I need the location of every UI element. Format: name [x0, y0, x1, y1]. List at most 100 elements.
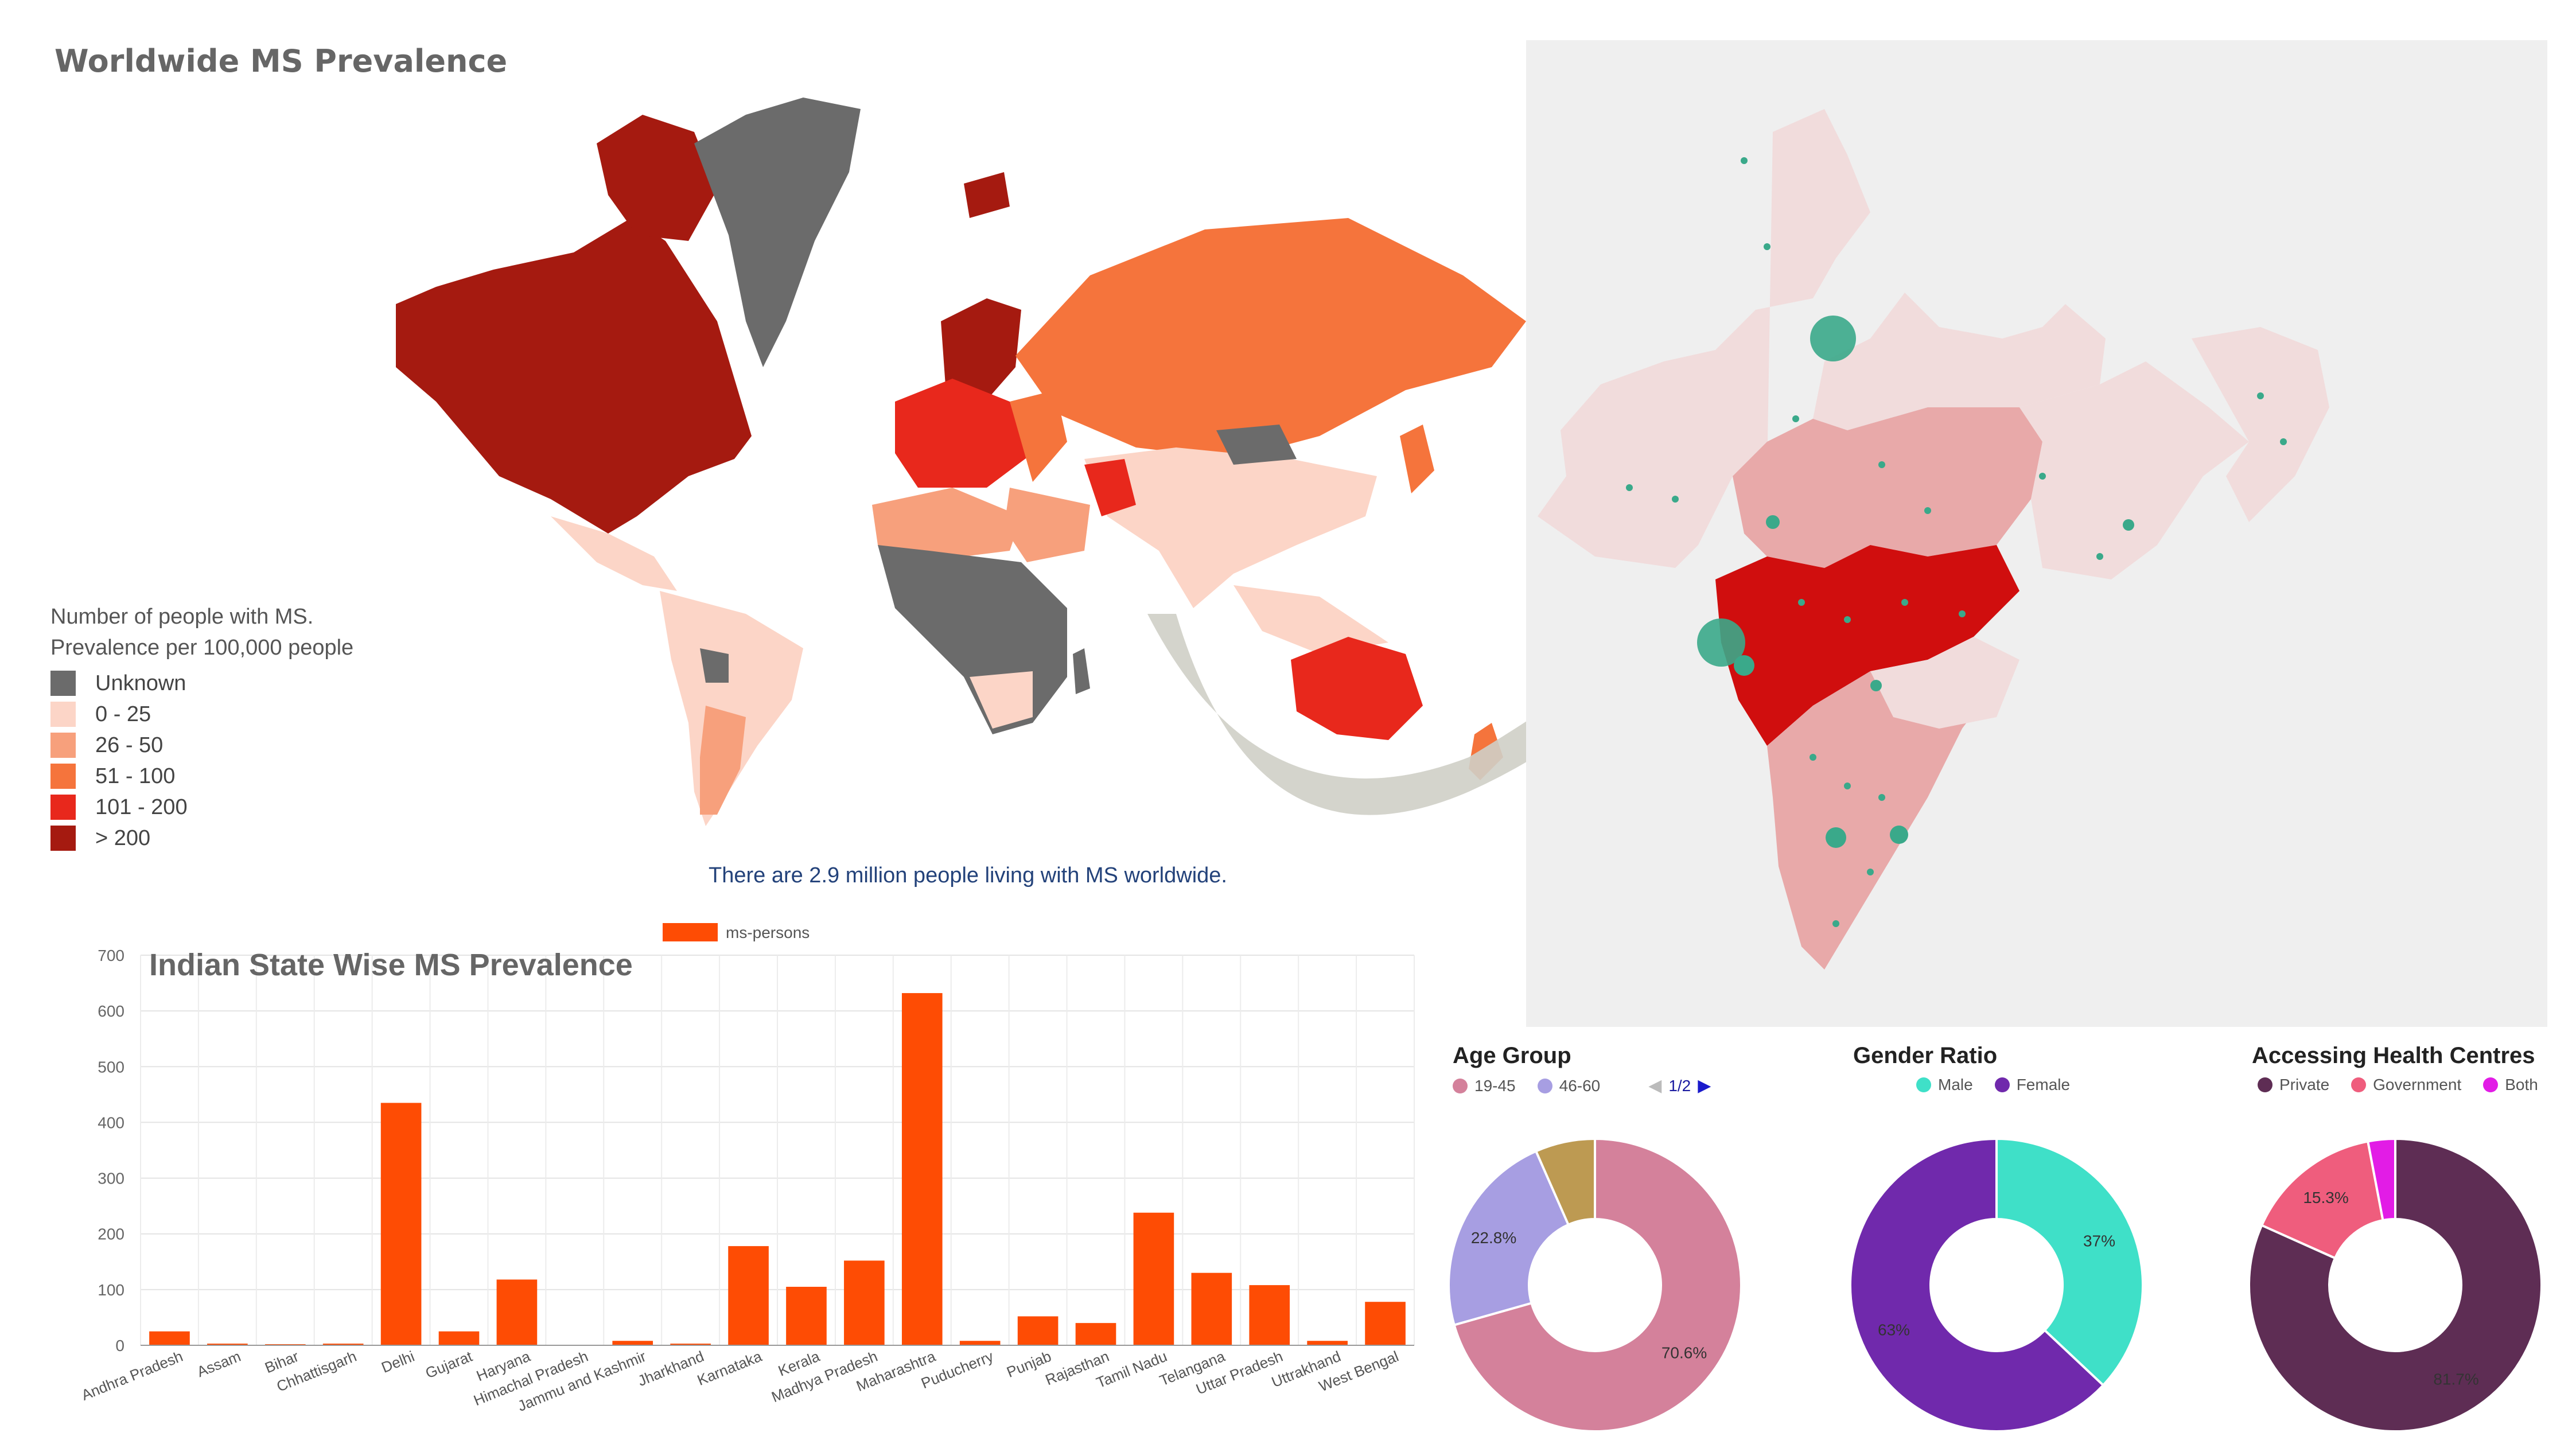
- bar: [844, 1260, 885, 1345]
- legend-label: 101 - 200: [95, 795, 188, 819]
- bar: [207, 1344, 248, 1345]
- marker-small: [1626, 484, 1633, 491]
- legend-dot: [1994, 1077, 2010, 1092]
- india-telangana: [1870, 637, 2019, 729]
- legend-dot: [1537, 1078, 1552, 1093]
- bar: [612, 1341, 653, 1345]
- marker-bengaluru: [1826, 827, 1846, 848]
- pie-slice: [2260, 1140, 2384, 1260]
- legend-title-line2: Prevalence per 100,000 people: [50, 636, 354, 660]
- marker-small: [1810, 754, 1816, 761]
- pie-value-label: 70.6%: [1661, 1344, 1707, 1362]
- legend-dot: [2258, 1077, 2273, 1092]
- marker-small: [1844, 783, 1851, 789]
- marker-mumbai: [1697, 618, 1745, 667]
- legend-item: 26 - 50: [50, 730, 353, 761]
- map-madagascar: [1073, 648, 1090, 694]
- marker-small: [1870, 680, 1882, 691]
- marker-small: [1878, 794, 1885, 801]
- marker-small: [1844, 616, 1851, 623]
- marker-pune: [1734, 655, 1754, 676]
- map-canada-islands: [597, 115, 717, 241]
- age-group-donut: 70.6% 22.8%: [1447, 1137, 1742, 1433]
- bar: [1249, 1285, 1290, 1345]
- map-south-america-unknown: [700, 648, 729, 683]
- bar: [670, 1344, 711, 1345]
- marker-small: [1867, 869, 1874, 875]
- map-russia: [1015, 218, 1526, 459]
- y-tick-label: 0: [115, 1337, 124, 1354]
- legend-label: ms-persons: [726, 924, 810, 941]
- pie-value-label: 22.8%: [1471, 1229, 1516, 1247]
- legend-label[interactable]: Private: [2279, 1076, 2330, 1093]
- marker-small: [1832, 920, 1839, 927]
- legend-item: 0 - 25: [50, 699, 353, 730]
- india-central: [1733, 407, 2042, 568]
- map-south-america: [660, 591, 803, 826]
- map-australia: [1291, 637, 1423, 740]
- marker-small: [2039, 473, 2046, 480]
- pager-next-icon[interactable]: ▶: [1698, 1076, 1711, 1095]
- legend-dot: [2351, 1077, 2367, 1092]
- world-map-legend: Number of people with MS. Prevalence per…: [50, 601, 353, 854]
- map-japan: [1400, 425, 1434, 493]
- marker-small: [2280, 438, 2287, 445]
- y-tick-label: 600: [98, 1002, 124, 1020]
- marker-small: [1924, 507, 1931, 514]
- legend-label[interactable]: Government: [2373, 1076, 2462, 1093]
- map-europe-west: [895, 379, 1033, 488]
- legend-label[interactable]: 46-60: [1559, 1076, 1601, 1095]
- legend-label[interactable]: Female: [2016, 1076, 2071, 1093]
- map-argentina: [700, 706, 746, 815]
- pie-slice: [1453, 1137, 1742, 1433]
- bar-chart-title: Indian State Wise MS Prevalence: [149, 948, 633, 982]
- bar: [496, 1279, 538, 1345]
- legend-swatch: [50, 764, 76, 789]
- pie-value-label: 15.3%: [2303, 1189, 2348, 1206]
- map-greenland: [694, 98, 861, 367]
- legend-label[interactable]: Both: [2505, 1076, 2538, 1093]
- pager-prev-icon[interactable]: ◀: [1648, 1076, 1662, 1095]
- legend-title-line1: Number of people with MS.: [50, 605, 314, 629]
- y-tick-label: 300: [98, 1170, 124, 1188]
- bar: [1191, 1272, 1232, 1345]
- pie-value-label: 63%: [1878, 1321, 1910, 1338]
- marker-small: [1792, 415, 1799, 422]
- map-asia-south: [1084, 447, 1377, 608]
- y-tick-label: 700: [98, 947, 124, 964]
- world-map-title: Worldwide MS Prevalence: [55, 43, 508, 79]
- legend-item: Unknown: [50, 668, 353, 699]
- pie-slice: [1849, 1137, 2105, 1433]
- legend-label[interactable]: 19-45: [1474, 1076, 1516, 1095]
- legend-dot: [2483, 1077, 2499, 1092]
- y-tick-label: 100: [98, 1281, 124, 1299]
- marker-small: [1878, 461, 1885, 468]
- marker-small: [1741, 157, 1748, 164]
- legend-swatch: [50, 702, 76, 727]
- bar: [1017, 1316, 1059, 1345]
- pie-slice: [2248, 1137, 2543, 1433]
- bar: [901, 993, 943, 1345]
- legend-label: > 200: [95, 826, 151, 850]
- health-centres-title: Accessing Health Centres: [2252, 1043, 2535, 1068]
- pie-value-label: 37%: [2083, 1232, 2115, 1250]
- map-middle-east: [1004, 488, 1090, 562]
- legend-label: 51 - 100: [95, 764, 176, 788]
- y-tick-label: 200: [98, 1225, 124, 1243]
- legend-label[interactable]: Male: [1938, 1076, 1973, 1093]
- bar: [728, 1246, 769, 1345]
- india-map: [1526, 40, 2547, 1027]
- arrow-to-india-map: [1147, 614, 1549, 815]
- legend-label: Unknown: [95, 671, 186, 695]
- pie-slice: [1447, 1149, 1570, 1327]
- india-northeast: [2192, 327, 2329, 522]
- pager-text: 1/2: [1668, 1076, 1691, 1095]
- map-europe-east: [1010, 390, 1067, 482]
- marker-chennai: [1890, 826, 1908, 844]
- marker-small: [1901, 599, 1908, 606]
- india-north: [1538, 109, 2106, 568]
- bar: [1133, 1212, 1174, 1345]
- marker-delhi: [1810, 316, 1856, 361]
- gender-ratio-donut: 37% 63%: [1849, 1137, 2144, 1433]
